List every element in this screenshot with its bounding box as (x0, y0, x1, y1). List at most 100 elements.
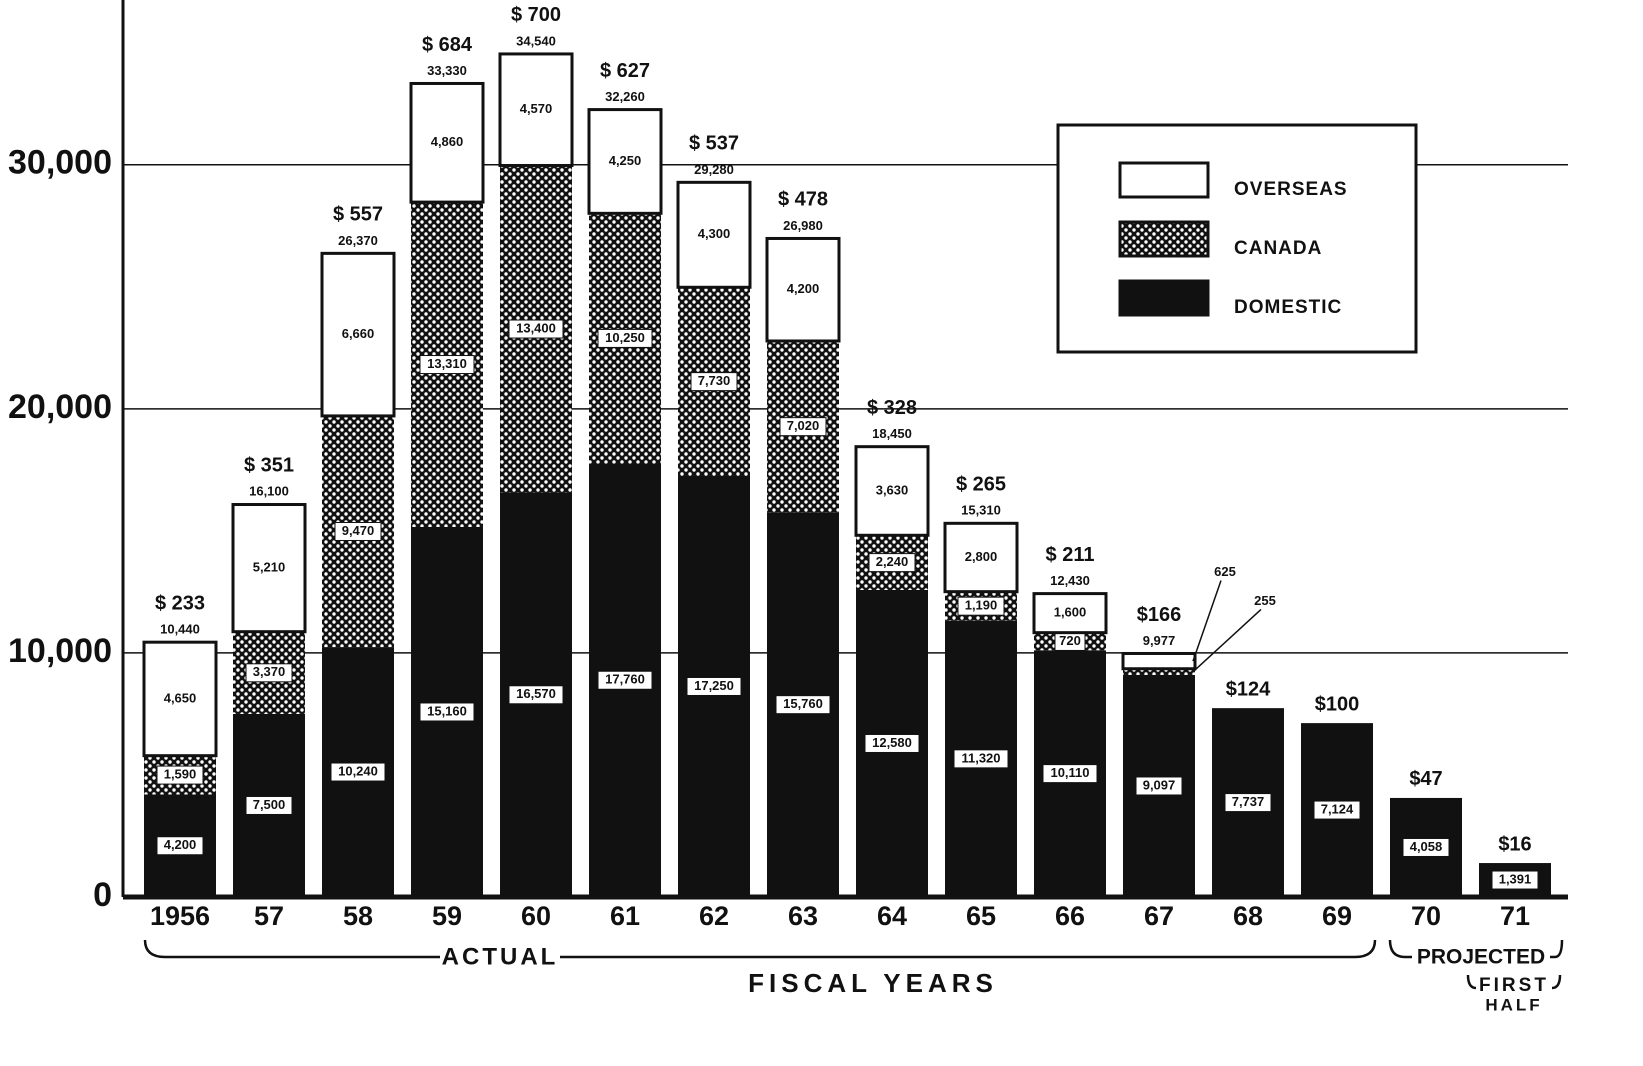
bar-segment (676, 180, 752, 289)
value-label: 17,250 (694, 678, 734, 693)
bar-segment (1121, 651, 1197, 671)
value-label: 1,590 (164, 767, 197, 782)
label-box (597, 670, 653, 690)
value-label: 7,020 (787, 418, 820, 433)
value-label: 17,760 (605, 672, 645, 687)
label-box (864, 733, 920, 753)
bar-segment (587, 108, 663, 215)
label-box (953, 749, 1009, 769)
actual-label: ACTUAL (442, 943, 559, 970)
dollar-label: $124 (1226, 678, 1271, 700)
value-label: 4,200 (787, 281, 820, 296)
bar-segment (231, 503, 307, 634)
label-box (1491, 870, 1539, 890)
x-tick-label: 57 (254, 901, 284, 931)
x-tick-label: 61 (610, 901, 640, 931)
dollar-label: $16 (1498, 833, 1531, 855)
brackets (143, 939, 1564, 990)
value-label: 4,250 (609, 153, 642, 168)
value-label: 1,600 (1054, 605, 1087, 620)
x-tick-label: 63 (788, 901, 818, 931)
legend-label: DOMESTIC (1234, 297, 1342, 318)
bar-segment (765, 236, 841, 343)
value-label: 3,630 (876, 482, 909, 497)
dollar-label: $ 478 (778, 189, 828, 211)
value-label: 10,250 (605, 330, 645, 345)
value-label: 625 (1214, 564, 1236, 579)
value-label: 10,240 (338, 763, 378, 778)
x-axis-title: FISCAL YEARS (748, 968, 998, 998)
dollar-label: $ 328 (867, 397, 917, 419)
bar-segment (1123, 668, 1195, 675)
x-tick-label: 71 (1500, 901, 1530, 931)
x-tick-label: 69 (1322, 901, 1352, 931)
x-tick-label: 67 (1144, 901, 1174, 931)
total-label: 10,440 (160, 622, 200, 637)
label-box (957, 596, 1005, 616)
value-label: 2,800 (965, 549, 998, 564)
legend-label: OVERSEAS (1234, 179, 1348, 200)
dollar-label: $ 211 (1046, 544, 1095, 566)
x-tick-label: 65 (966, 901, 996, 931)
label-box (334, 521, 382, 541)
y-tick-label: 10,000 (8, 632, 112, 670)
projected-label: PROJECTED (1417, 946, 1545, 969)
value-label: 15,760 (783, 696, 823, 711)
x-tick-label: 62 (699, 901, 729, 931)
value-label: 16,570 (516, 686, 556, 701)
label-box (779, 417, 827, 437)
value-label: 10,110 (1050, 765, 1089, 780)
bar-segment (142, 640, 218, 758)
value-label: 6,660 (342, 326, 375, 341)
label-box (508, 319, 564, 339)
label-box (868, 553, 916, 573)
bar-segment (409, 81, 485, 204)
value-label: 4,650 (164, 690, 197, 705)
value-label: 4,300 (698, 226, 731, 241)
value-label: 11,320 (961, 750, 1000, 765)
dollar-label: $ 537 (689, 133, 739, 155)
label-box (330, 762, 386, 782)
legend-box (1056, 123, 1418, 354)
dollar-label: $ 351 (244, 454, 294, 476)
label-box (156, 836, 204, 856)
value-label: 4,570 (520, 101, 553, 116)
label-box (419, 355, 475, 375)
label-box (508, 685, 564, 705)
total-label: 16,100 (249, 483, 289, 498)
x-tick-label: 70 (1411, 901, 1441, 931)
total-label: 26,980 (783, 218, 823, 233)
value-label: 3,370 (253, 664, 286, 679)
total-label: 9,977 (1143, 633, 1176, 648)
bar-segment (320, 251, 396, 418)
y-tick-label: 0 (93, 876, 112, 914)
legend-label: CANADA (1234, 238, 1322, 259)
value-label: 9,097 (1143, 777, 1176, 792)
total-label: 29,280 (694, 162, 734, 177)
value-label: 9,470 (342, 523, 375, 538)
bar-segment (854, 445, 930, 537)
x-tick-label: 66 (1055, 901, 1085, 931)
label-box (686, 676, 742, 696)
label-box (775, 695, 831, 715)
label-box (245, 795, 293, 815)
dollar-label: $ 700 (511, 4, 561, 26)
value-label: 7,124 (1321, 801, 1354, 816)
label-box (1224, 793, 1272, 813)
dollar-label: $100 (1315, 693, 1360, 715)
dollar-label: $47 (1409, 768, 1442, 790)
value-label: 5,210 (253, 560, 286, 575)
value-label: 15,160 (427, 703, 467, 718)
value-label: 12,580 (872, 735, 912, 750)
value-label: 4,058 (1410, 839, 1443, 854)
x-tick-label: 59 (432, 901, 462, 931)
value-label: 4,200 (164, 837, 197, 852)
value-label: 255 (1254, 593, 1276, 608)
half-label: HALF (1485, 995, 1542, 1014)
dollar-label: $ 233 (155, 592, 205, 614)
value-label: 13,310 (427, 356, 467, 371)
value-label: 1,190 (965, 598, 998, 613)
x-tick-label: 58 (343, 901, 373, 931)
dollar-label: $ 557 (333, 204, 383, 226)
